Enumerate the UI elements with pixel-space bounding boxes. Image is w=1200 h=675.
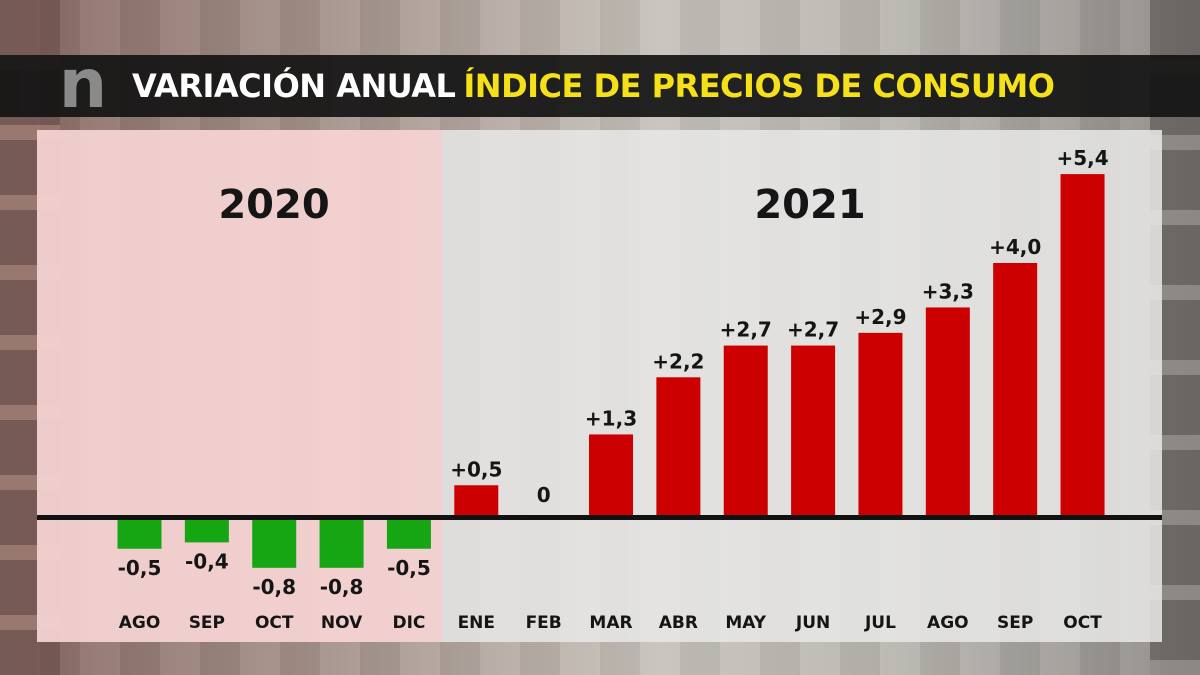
bar-mar-7 [589, 434, 634, 517]
bar-dic-4 [386, 517, 431, 549]
title-part-2: ÍNDICE DE PRECIOS DE CONSUMO [463, 67, 1055, 105]
value-label: +2,7 [787, 318, 839, 342]
value-label: -0,5 [118, 556, 162, 580]
bar-abr-8 [656, 377, 701, 517]
bar-oct-14 [1060, 174, 1105, 517]
category-label: ENE [458, 613, 495, 633]
category-label: AGO [119, 613, 161, 633]
category-label: AGO [927, 613, 969, 633]
bar-nov-3 [319, 517, 364, 568]
category-label: MAY [725, 613, 766, 633]
bar-sep-13 [993, 263, 1038, 517]
category-label: SEP [997, 613, 1033, 633]
bar-may-9 [723, 345, 768, 517]
bar-jul-11 [858, 332, 903, 517]
category-label: FEB [526, 613, 562, 633]
category-label: NOV [321, 613, 363, 633]
bar-oct-2 [252, 517, 297, 568]
category-label: MAR [589, 613, 632, 633]
value-label: +5,4 [1056, 146, 1108, 170]
value-label: -0,5 [387, 556, 431, 580]
value-label: -0,8 [252, 575, 296, 599]
bar-sep-1 [184, 517, 229, 543]
category-label: JUN [795, 613, 830, 633]
category-label: SEP [189, 613, 225, 633]
value-label: +4,0 [989, 235, 1041, 259]
value-label: +3,3 [922, 279, 974, 303]
channel-logo: n [58, 45, 108, 124]
category-label: JUL [864, 613, 896, 633]
category-label: DIC [392, 613, 425, 633]
year-label-2021: 2021 [754, 182, 865, 228]
value-label: +2,9 [854, 305, 906, 329]
value-label: -0,4 [185, 549, 229, 573]
category-label: ABR [659, 613, 698, 633]
category-label: OCT [1063, 613, 1102, 633]
bar-ene-5 [454, 485, 499, 517]
value-label: +1,3 [585, 406, 637, 430]
title-part-1: VARIACIÓN ANUAL [132, 67, 456, 105]
value-label: +2,7 [720, 318, 772, 342]
panel-2020-highlight [37, 130, 442, 642]
year-label-2020: 2020 [218, 182, 329, 228]
value-label: +0,5 [450, 457, 502, 481]
chart-title: VARIACIÓN ANUAL ÍNDICE DE PRECIOS DE CONS… [132, 65, 1055, 107]
title-bar [0, 55, 1200, 117]
bar-jun-10 [791, 345, 836, 517]
value-label: -0,8 [320, 575, 364, 599]
value-label: 0 [537, 483, 551, 507]
zero-baseline [37, 515, 1162, 520]
bar-ago-12 [925, 307, 970, 517]
value-label: +2,2 [652, 349, 704, 373]
bar-ago-0 [117, 517, 162, 549]
category-label: OCT [255, 613, 294, 633]
